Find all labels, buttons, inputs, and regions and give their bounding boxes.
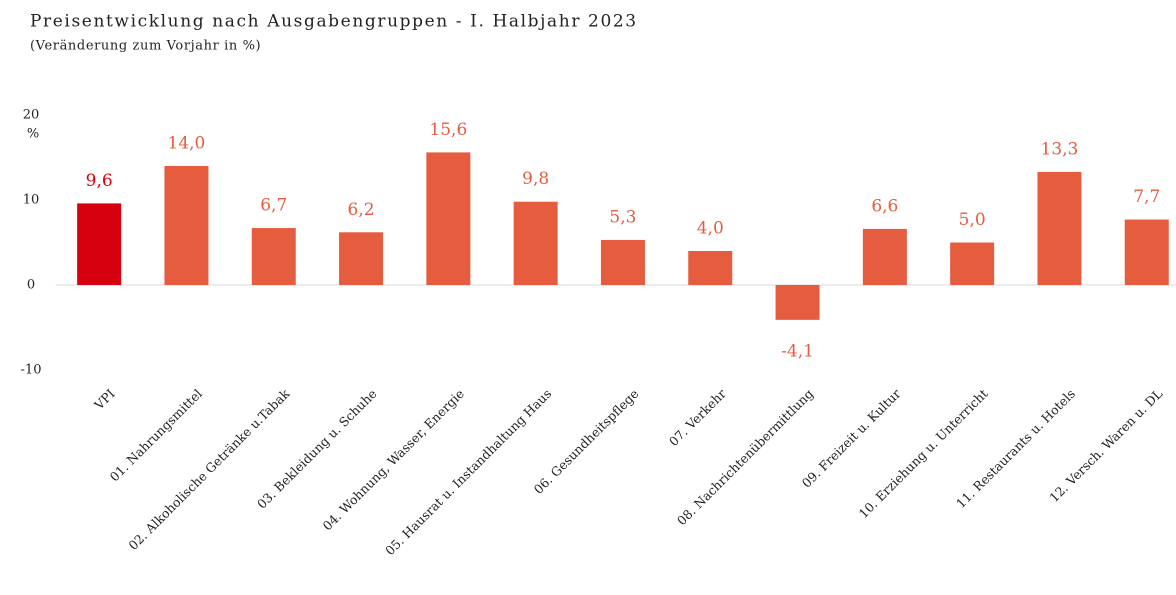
- bar: [600, 239, 645, 285]
- data-label: 14,0: [168, 134, 206, 154]
- data-label: 9,6: [86, 171, 113, 191]
- bar: [688, 251, 733, 285]
- data-label: 5,3: [609, 207, 636, 227]
- data-label: 4,0: [697, 219, 724, 239]
- data-label: 6,7: [260, 196, 287, 216]
- x-tick-label: 08. Nachrichtenübermittlung: [674, 386, 816, 528]
- data-label: 7,7: [1133, 187, 1160, 207]
- bar: [164, 166, 209, 285]
- data-label: 15,6: [429, 120, 467, 140]
- x-tick-label: 04. Wohnung, Wasser, Energie: [320, 386, 467, 533]
- bar: [251, 228, 296, 285]
- x-tick-label: 05. Hausrat u. Instandhaltung Haus: [382, 386, 554, 558]
- data-label: 9,8: [522, 169, 549, 189]
- bar: [775, 285, 820, 320]
- bar: [1124, 219, 1169, 285]
- y-tick-label: 0: [27, 278, 35, 293]
- y-tick-label: -10: [21, 363, 42, 378]
- y-axis-unit: %: [27, 127, 39, 142]
- x-tick-label: 02. Alkoholische Getränke u.Tabak: [125, 386, 292, 553]
- y-tick-label: 20: [23, 108, 40, 123]
- x-tick-label: 01. Nahrungsmittel: [107, 386, 205, 484]
- bar: [77, 203, 122, 285]
- data-label: 6,2: [348, 200, 375, 220]
- x-tick-label: 07. Verkehr: [666, 386, 729, 449]
- bar: [513, 201, 558, 285]
- y-tick-label: 10: [23, 193, 40, 208]
- data-label: 13,3: [1041, 139, 1079, 159]
- bar: [950, 242, 995, 285]
- bar: [339, 232, 384, 285]
- x-tick-label: 09. Freizeit u. Kultur: [799, 386, 904, 491]
- chart-title: Preisentwicklung nach Ausgabengruppen - …: [30, 12, 638, 32]
- chart-subtitle: (Veränderung zum Vorjahr in %): [30, 39, 261, 54]
- bar: [426, 152, 471, 285]
- bar: [1037, 171, 1082, 285]
- bar: [862, 228, 907, 285]
- data-label: 6,6: [871, 196, 898, 216]
- x-tick-label: VPI: [91, 386, 118, 413]
- data-label: -4,1: [781, 341, 814, 361]
- data-label: 5,0: [959, 210, 986, 230]
